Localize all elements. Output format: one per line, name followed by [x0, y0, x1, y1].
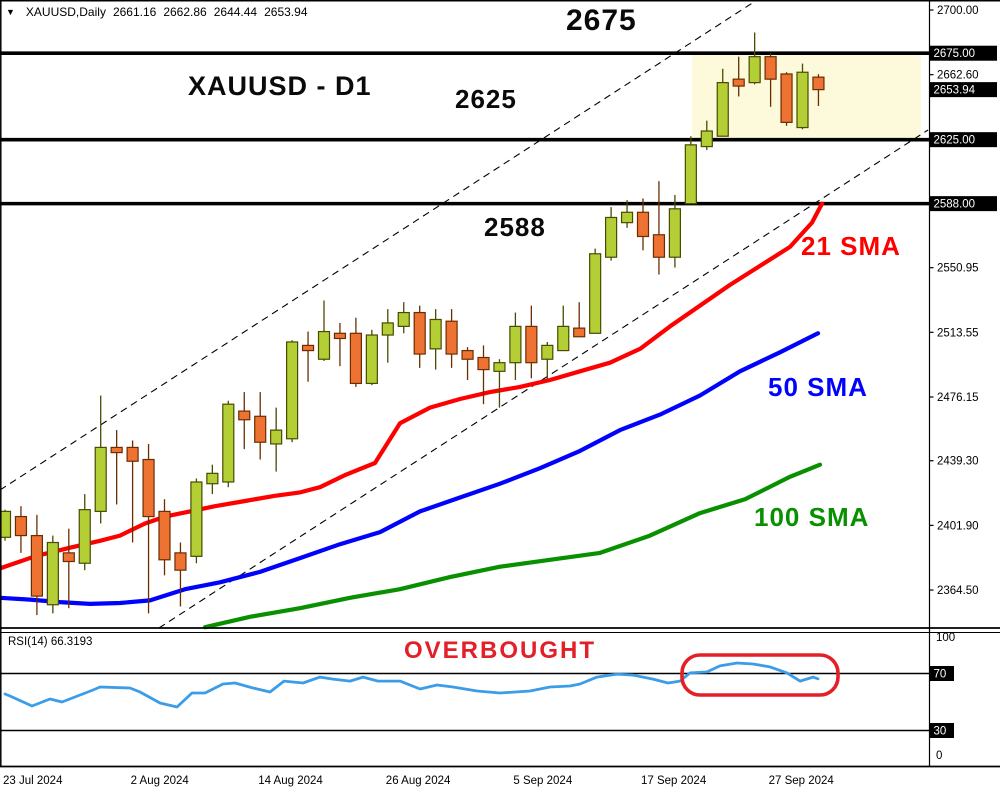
level-lines-layer	[0, 51, 929, 206]
ohlc-close: 2653.94	[264, 5, 308, 19]
svg-text:2439.30: 2439.30	[937, 456, 979, 468]
100-sma-line	[202, 462, 823, 630]
svg-text:2550.95: 2550.95	[937, 263, 979, 275]
svg-text:2653.94: 2653.94	[934, 85, 976, 97]
svg-text:100: 100	[936, 632, 955, 644]
annotation-res-2588: 2588	[484, 212, 546, 242]
symbol-label: XAUUSD,Daily	[25, 5, 106, 19]
price-axis: 2700.00 2662.60 2550.95 2513.55 2476.15 2439.…	[929, 5, 997, 597]
svg-text:2588.00: 2588.00	[934, 199, 976, 211]
svg-text:23 Jul 2024: 23 Jul 2024	[3, 775, 63, 787]
svg-text:2513.55: 2513.55	[937, 327, 979, 339]
expand-panel-icon[interactable]: ▼	[6, 7, 15, 17]
rsi-indicator-label: RSI(14) 66.3193	[8, 636, 93, 648]
symbol-ohlc-header: ▼ XAUUSD,Daily 2661.16 2662.86 2644.44 2…	[6, 5, 308, 19]
21-sma-line	[0, 201, 825, 571]
borders-layer	[0, 0, 1000, 768]
50-sma-line	[0, 331, 821, 607]
annotation-sma50: 50 SMA	[768, 372, 868, 402]
annotation-title: XAUUSD - D1	[188, 71, 372, 101]
annotation-res-2625: 2625	[455, 84, 517, 114]
annotation-overbought: OVERBOUGHT	[404, 637, 597, 664]
svg-text:30: 30	[934, 726, 947, 738]
sma-lines-layer	[0, 201, 825, 630]
svg-text:2364.50: 2364.50	[937, 585, 979, 597]
rsi-line	[3, 661, 820, 709]
svg-text:14 Aug 2024: 14 Aug 2024	[258, 775, 323, 787]
svg-text:5 Sep 2024: 5 Sep 2024	[513, 775, 572, 787]
svg-text:0: 0	[936, 750, 942, 762]
svg-text:2700.00: 2700.00	[937, 5, 979, 17]
ohlc-low: 2644.44	[213, 5, 258, 19]
rsi-pane: 100 0 70 30	[0, 632, 955, 762]
annotation-sma100: 100 SMA	[754, 502, 870, 532]
annotation-sma21: 21 SMA	[801, 231, 901, 261]
svg-text:2 Aug 2024: 2 Aug 2024	[131, 775, 190, 787]
ohlc-open: 2661.16	[112, 5, 157, 19]
svg-text:2662.60: 2662.60	[937, 70, 979, 82]
ohlc-high: 2662.86	[163, 5, 207, 19]
date-axis: 23 Jul 2024 2 Aug 2024 14 Aug 2024 26 Aug 2…	[3, 775, 834, 787]
svg-text:2476.15: 2476.15	[937, 392, 979, 404]
svg-text:26 Aug 2024: 26 Aug 2024	[386, 775, 451, 787]
annotation-res-2675: 2675	[566, 4, 637, 37]
svg-text:2675.00: 2675.00	[934, 48, 976, 60]
svg-text:27 Sep 2024: 27 Sep 2024	[769, 775, 835, 787]
svg-text:2625.00: 2625.00	[934, 135, 976, 147]
svg-text:17 Sep 2024: 17 Sep 2024	[641, 775, 707, 787]
svg-text:2401.90: 2401.90	[937, 520, 979, 532]
rsi-highlight-box	[680, 653, 840, 697]
svg-text:70: 70	[934, 669, 947, 681]
trendlines-layer	[0, 0, 929, 629]
candles-layer	[0, 32, 825, 616]
